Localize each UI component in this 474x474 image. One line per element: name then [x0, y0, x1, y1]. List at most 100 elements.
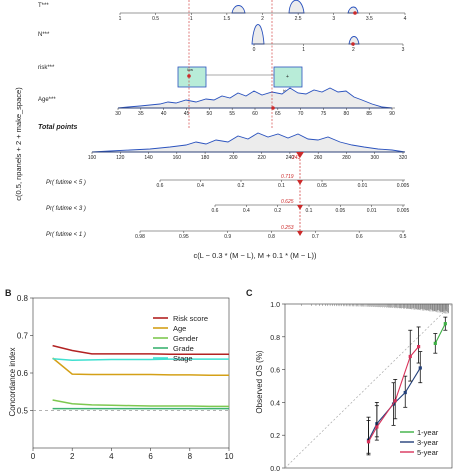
- t-axis-tick-label: 3: [332, 16, 335, 22]
- risk-low-box: low: [177, 66, 207, 88]
- pr1-axis-tick-label: 0.98: [135, 234, 145, 240]
- n-axis-tick-label: 2: [352, 47, 355, 53]
- t-axis-tick-label: 3.5: [366, 16, 373, 22]
- t-axis-tick-label: 1.5: [223, 16, 230, 22]
- b-legend-label: Gender: [173, 334, 199, 343]
- pr5-highlight-marker: [297, 180, 303, 185]
- b-series-line-stage: [52, 358, 229, 362]
- concordance-panel: B Concordance index 0 2 4 6 8 100.50.60.70.8 …: [5, 288, 234, 461]
- row-label-pr3: Pr( futime < 3 ): [46, 206, 86, 212]
- b-x-tick-label: 4: [109, 452, 114, 461]
- c-y-tick-label: 0.2: [270, 433, 280, 440]
- pr3-axis-tick-label: 0.005: [397, 208, 410, 214]
- panel-c-prediction-rug: [301, 304, 449, 314]
- pr1-axis-tick-label: 0.6: [356, 234, 363, 240]
- risk-high-point: +: [286, 74, 289, 80]
- total-points-axis-tick-label: 300: [371, 155, 380, 161]
- c-point-5-year: [375, 425, 379, 429]
- n-axis-ticks: 0 1 2 3: [253, 44, 405, 53]
- b-y-tick-label: 0.5: [17, 407, 29, 416]
- age-axis-tick-label: 75: [321, 111, 327, 117]
- b-y-tick-label: 0.7: [17, 332, 29, 341]
- panel-c-series: [366, 316, 448, 456]
- c-y-tick-label: 0.4: [270, 400, 280, 407]
- pr5-axis-tick-label: 0.4: [197, 183, 204, 189]
- age-axis-tick-label: 45: [184, 111, 190, 117]
- c-point-3-year: [418, 366, 422, 370]
- t-axis-tick-label: 1: [190, 16, 193, 22]
- calibration-panel: C Observed OS (%) 0.0 0.2 0.4 0.6 0.8 1.0 1-y…: [246, 288, 453, 473]
- panel-c-axes: 0.0 0.2 0.4 0.6 0.8 1.0: [270, 302, 453, 473]
- panel-b-letter: B: [5, 288, 12, 298]
- age-axis-tick-label: 50: [207, 111, 213, 117]
- b-x-tick-label: 2: [70, 452, 75, 461]
- risk-low-point: [187, 74, 191, 78]
- t-axis-tick-label: 0.5: [152, 16, 159, 22]
- age-axis-tick-label: 65: [275, 111, 281, 117]
- t-axis-tick-label: 1: [119, 16, 122, 22]
- nomogram-x-axis-label: c(L − 0.3 * (M − L), M + 0.1 * (M − L)): [193, 251, 317, 260]
- c-point-1-year: [443, 322, 447, 326]
- age-axis-tick-label: 30: [115, 111, 121, 117]
- b-y-tick-label: 0.6: [17, 369, 29, 378]
- total-points-value: 243: [291, 155, 301, 161]
- panel-c-y-axis-label: Observed OS (%): [255, 350, 264, 413]
- b-x-tick-label: 6: [148, 452, 153, 461]
- b-series-line-age: [52, 357, 229, 376]
- pr5-axis-tick-label: 0.2: [238, 183, 245, 189]
- pr1-axis-tick-label: 0.8: [268, 234, 275, 240]
- pr5-axis-tick-label: 0.05: [317, 183, 327, 189]
- t-axis-ticks: 1 0.5 1 1.5 2 2.5 3 3.5 4: [119, 13, 407, 22]
- b-x-tick-label: 8: [188, 452, 193, 461]
- c-y-tick-label: 0.0: [270, 466, 280, 473]
- c-point-1-year: [433, 341, 437, 345]
- row-label-age: Age***: [38, 97, 56, 103]
- c-y-tick-label: 1.0: [270, 302, 280, 309]
- age-axis-tick-label: 85: [366, 111, 372, 117]
- total-points-density: [91, 132, 406, 153]
- t-axis-tick-label: 2.5: [295, 16, 302, 22]
- pr3-axis-tick-label: 0.2: [274, 208, 281, 214]
- pr1-axis-tick-label: 0.7: [312, 234, 319, 240]
- b-legend-label: Stage: [173, 354, 193, 363]
- pr5-axis-tick-label: 0.01: [358, 183, 368, 189]
- n-axis-tick-label: 0: [253, 47, 256, 53]
- pr3-axis-tick-label: 0.4: [243, 208, 250, 214]
- pr1-axis-tick-label: 0.5: [400, 234, 407, 240]
- total-points-axis-tick-label: 320: [399, 155, 408, 161]
- c-point-5-year: [408, 354, 412, 359]
- n-density-bump-1: [251, 24, 265, 45]
- c-y-tick-label: 0.6: [270, 368, 280, 375]
- pr3-axis-ticks: 0.6 0.4 0.2 0.1 0.05 0.01 0.005: [212, 205, 410, 214]
- pr3-value: 0.625: [281, 199, 294, 205]
- pr3-highlight-marker: [297, 205, 303, 210]
- age-axis-tick-label: 80: [344, 111, 350, 117]
- total-points-axis-tick-label: 280: [342, 155, 351, 161]
- total-points-axis-tick-label: 160: [173, 155, 182, 161]
- b-x-tick-label: 10: [225, 452, 234, 461]
- age-axis-tick-label: 40: [161, 111, 167, 117]
- c-legend-label: 5-year: [417, 448, 439, 457]
- c-point-3-year: [403, 390, 407, 395]
- t-highlight-point: [353, 11, 357, 15]
- total-points-axis-tick-label: 100: [88, 155, 97, 161]
- row-label-pr1: Pr( futime < 1 ): [46, 232, 86, 238]
- row-label-total-points: Total points: [38, 124, 78, 131]
- c-point-5-year: [393, 399, 397, 403]
- t-axis-tick-label: 4: [404, 16, 407, 22]
- pr1-axis-tick-label: 0.95: [179, 234, 189, 240]
- pr5-axis-tick-label: 0.1: [278, 183, 285, 189]
- panel-c-letter: C: [246, 288, 253, 298]
- t-density-bump-1: [231, 5, 246, 14]
- age-axis-tick-label: 70: [298, 111, 304, 117]
- total-points-axis-tick-label: 220: [257, 155, 266, 161]
- row-label-t: T***: [38, 3, 49, 9]
- c-ideal-diagonal: [284, 303, 453, 469]
- age-axis-tick-label: 90: [389, 111, 395, 117]
- n-axis-tick-label: 1: [302, 47, 305, 53]
- c-line-1-year: [434, 323, 446, 344]
- nomogram-y-axis-label: c(0.5, npanels + 2 + make_space): [14, 87, 23, 201]
- total-points-axis-tick-label: 240: [286, 155, 295, 161]
- pr1-axis-ticks: 0.98 0.95 0.9 0.8 0.7 0.6 0.5: [135, 231, 407, 240]
